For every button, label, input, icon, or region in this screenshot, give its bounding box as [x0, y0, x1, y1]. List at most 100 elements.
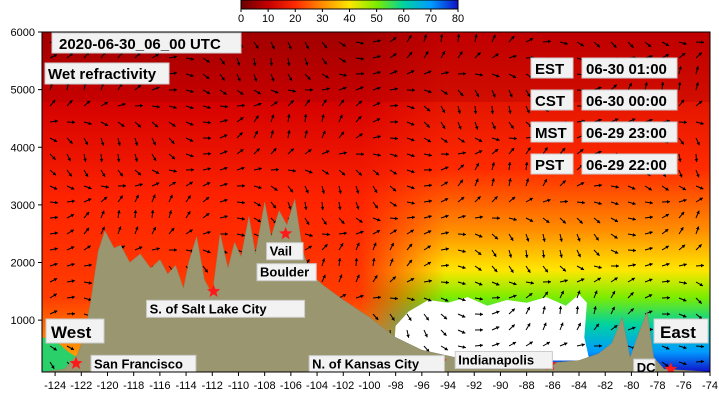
wind-vector	[372, 201, 379, 209]
wind-vector	[49, 215, 59, 220]
wind-vector	[491, 281, 500, 286]
wind-vector	[219, 73, 225, 81]
y-tick-label: 5000	[11, 85, 35, 97]
wind-vector	[185, 121, 194, 126]
wind-vector	[185, 229, 193, 235]
wind-vector	[66, 262, 75, 267]
wind-vector	[508, 196, 516, 203]
wind-vector	[372, 55, 381, 59]
wind-vector	[610, 324, 618, 331]
wind-vector	[49, 361, 55, 370]
wind-vector	[236, 103, 246, 108]
wind-vector	[66, 199, 75, 204]
wind-vector	[610, 84, 618, 91]
y-tick-label: 4000	[11, 142, 35, 154]
wind-vector	[406, 313, 412, 322]
wind-vector	[253, 185, 262, 190]
wind-vector	[185, 168, 195, 172]
wind-vector	[168, 194, 173, 203]
zone-background	[530, 153, 574, 175]
colorbar-tick-label: 30	[316, 13, 328, 25]
wind-vector	[321, 274, 326, 283]
x-tick-label: -74	[702, 380, 718, 392]
wind-vector	[389, 153, 398, 158]
wind-vector	[473, 105, 478, 115]
wind-vector	[406, 229, 415, 235]
wind-vector	[610, 233, 618, 239]
wind-vector	[661, 228, 669, 235]
wind-vector	[168, 153, 176, 160]
wind-vector	[321, 57, 328, 65]
wind-vector	[83, 137, 89, 146]
wind-vector	[117, 210, 121, 219]
wind-vector	[66, 279, 75, 283]
wind-vector	[66, 99, 73, 107]
wind-vector	[661, 279, 670, 284]
wind-vector	[491, 326, 500, 331]
wind-vector	[610, 290, 616, 299]
wind-vector	[287, 41, 292, 50]
wind-vector	[236, 166, 245, 171]
wind-vector	[457, 196, 465, 203]
wind-vector	[117, 121, 125, 128]
wind-vector	[304, 185, 309, 194]
wind-vector	[49, 310, 58, 315]
wind-vector	[695, 297, 703, 304]
wind-vector	[117, 102, 126, 107]
saturated-region	[393, 294, 590, 361]
wind-vector	[491, 178, 495, 187]
wind-vector	[440, 214, 449, 219]
wind-vector	[695, 82, 699, 91]
city-label-background	[266, 242, 304, 261]
wind-vector	[457, 297, 466, 302]
wind-vector	[304, 245, 313, 251]
wind-vector	[49, 53, 58, 59]
wind-vector	[185, 57, 194, 61]
wind-vector	[593, 183, 603, 188]
wind-vector	[49, 137, 58, 143]
wind-vector	[168, 137, 175, 145]
wind-vector	[338, 231, 347, 236]
zone-background	[530, 57, 574, 79]
wind-vector	[151, 86, 160, 91]
wind-vector	[168, 227, 175, 235]
wind-vector	[66, 185, 75, 190]
x-tick-label: -118	[123, 380, 144, 392]
city-s-of-salt-lake-city: S. of Salt Lake City	[146, 284, 306, 318]
wind-vector	[576, 265, 585, 271]
wind-vector	[253, 41, 259, 49]
wind-vector	[304, 57, 309, 66]
wind-vector	[440, 280, 450, 285]
wind-vector	[457, 121, 462, 130]
wind-vector	[168, 181, 177, 187]
wind-vector	[236, 116, 244, 123]
wind-vector	[49, 169, 57, 176]
east-label-text: East	[660, 323, 696, 342]
wind-vector	[202, 212, 210, 219]
wind-vector	[338, 41, 346, 47]
wind-vector	[440, 263, 450, 268]
wind-vector	[151, 121, 159, 128]
x-tick-label: -102	[332, 380, 354, 392]
wind-vector	[559, 249, 563, 258]
wind-vector	[151, 182, 160, 187]
x-tick-label: -106	[280, 380, 302, 392]
wind-vector	[695, 244, 703, 251]
wind-vector	[83, 211, 90, 219]
wind-vector	[474, 73, 483, 77]
wind-vector	[389, 169, 398, 175]
colorbar-tick-label: 70	[425, 13, 437, 25]
wind-vector	[576, 182, 585, 187]
wind-vector	[627, 41, 634, 49]
wind-vector	[133, 209, 138, 219]
wind-vector	[338, 169, 346, 176]
wind-vector	[304, 233, 313, 237]
wind-vector	[338, 242, 344, 251]
wind-vector	[83, 169, 89, 178]
wind-vector	[219, 89, 227, 95]
wind-vector	[389, 229, 398, 235]
wind-vector	[457, 281, 466, 286]
wind-vector	[406, 215, 416, 220]
wind-vector	[474, 121, 479, 130]
wind-vector	[610, 41, 617, 49]
